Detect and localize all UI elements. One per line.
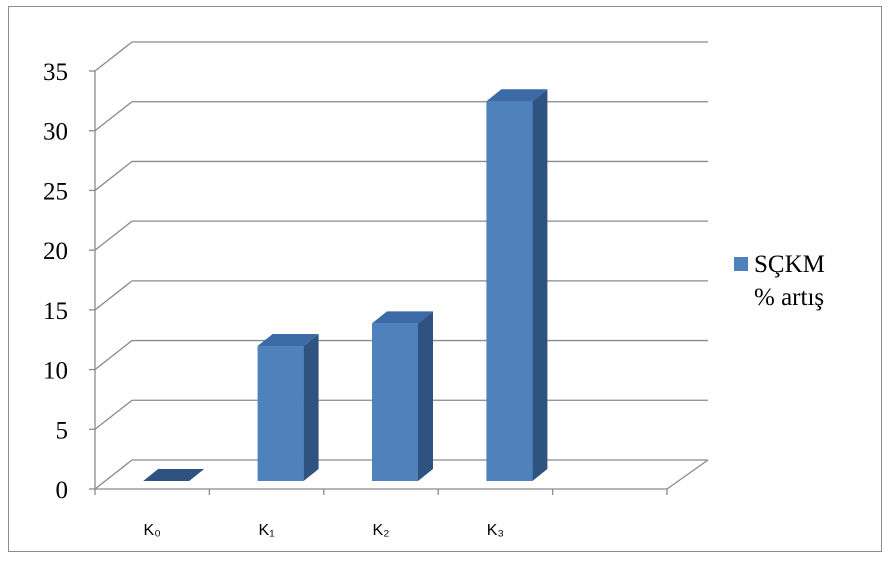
y-tick-label: 30 xyxy=(43,119,68,146)
y-tick-label: 25 xyxy=(43,178,68,205)
grid-line-side xyxy=(94,399,133,430)
legend: SÇKM % artış xyxy=(734,251,825,311)
x-tick-label: K₀ xyxy=(144,522,161,539)
y-tick-label: 10 xyxy=(43,358,68,385)
bar-top xyxy=(486,89,548,102)
bar-top xyxy=(143,469,205,481)
x-tick-label: K₂ xyxy=(373,522,390,539)
bar-side xyxy=(532,89,548,482)
legend-label-line-2: % artış xyxy=(754,284,824,311)
y-tick-label: 0 xyxy=(56,477,69,504)
x-tick-labels: K₀ K₁ K₂ K₃ xyxy=(144,522,504,539)
y-tick-labels: 0 5 10 15 20 25 30 35 xyxy=(43,59,68,504)
grid-line-side xyxy=(94,459,133,490)
axes xyxy=(89,70,709,495)
y-tick-label: 20 xyxy=(43,238,68,265)
y-tick-label: 35 xyxy=(43,59,68,86)
grid-line-side xyxy=(94,41,133,72)
x-tick-label: K₁ xyxy=(259,522,275,539)
grid-line-side xyxy=(94,220,133,251)
x-tick-label: K₃ xyxy=(487,522,504,539)
y-tick-label: 15 xyxy=(43,298,68,325)
y-tick-label: 5 xyxy=(56,417,69,444)
legend-swatch xyxy=(734,257,748,271)
bar-top xyxy=(372,311,433,324)
grid-line-side xyxy=(94,101,133,132)
bar xyxy=(143,469,205,481)
bar xyxy=(486,89,548,482)
bar-side xyxy=(303,334,319,481)
bar xyxy=(372,311,433,481)
bar-side xyxy=(418,311,433,481)
grid-line-side xyxy=(94,340,133,371)
bar-top xyxy=(257,334,319,347)
bar-front xyxy=(486,101,533,482)
grid-line-side xyxy=(94,280,133,311)
bar xyxy=(257,334,319,481)
bar-front xyxy=(257,346,304,481)
chart-frame xyxy=(8,6,882,552)
floor-edge xyxy=(666,459,709,490)
grid-lines xyxy=(94,41,708,490)
bars xyxy=(143,89,548,482)
bar-front xyxy=(372,323,418,481)
legend-label-line-1: SÇKM xyxy=(754,251,825,278)
grid-line-side xyxy=(94,160,133,191)
